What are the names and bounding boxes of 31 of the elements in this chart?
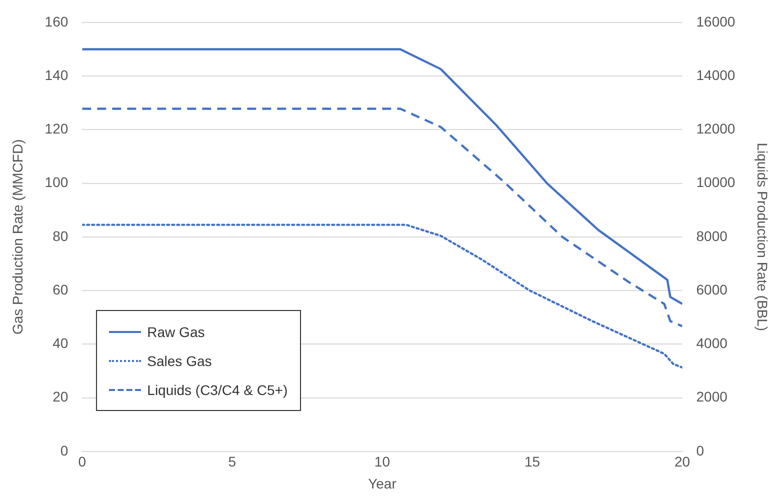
y2-tick-label: 4000: [696, 335, 728, 352]
y2-axis-title: Liquids Production Rate (BBL): [754, 142, 771, 332]
y2-tick-label: 10000: [696, 174, 736, 190]
legend-label: Raw Gas: [147, 324, 205, 340]
y2-tick-label: 12000: [696, 120, 736, 137]
y-tick-label: 140: [44, 66, 68, 83]
y2-tick-label: 16000: [696, 13, 736, 30]
y-tick-label: 80: [52, 228, 68, 244]
x-tick-label: 15: [524, 454, 540, 470]
y-axis-title: Gas Production Rate (MMCFD): [9, 139, 26, 335]
x-tick-label: 20: [674, 454, 690, 470]
line-series: [82, 108, 682, 328]
y-tick-label: 160: [44, 13, 68, 30]
y2-tick-label: 14000: [696, 66, 736, 83]
y-tick-label: 100: [44, 174, 68, 190]
y-tick-label: 120: [44, 120, 68, 137]
x-tick-label: 0: [78, 454, 86, 470]
y2-tick-label: 0: [696, 442, 704, 458]
legend-label: Sales Gas: [147, 352, 212, 369]
y2-tick-label: 6000: [696, 281, 728, 298]
x-axis-title: Year: [368, 475, 397, 492]
legend-label: Liquids (C3/C4 & C5+): [147, 382, 288, 398]
x-tick-label: 5: [228, 454, 236, 470]
y-tick-label: 40: [52, 335, 68, 352]
y2-tick-label: 8000: [696, 228, 728, 244]
x-tick-label: 10: [374, 454, 390, 470]
y-tick-label: 0: [60, 442, 68, 458]
line-series: [82, 224, 682, 369]
y-tick-label: 60: [52, 281, 68, 298]
y-tick-label: 20: [52, 388, 68, 405]
y2-tick-label: 2000: [696, 388, 728, 405]
